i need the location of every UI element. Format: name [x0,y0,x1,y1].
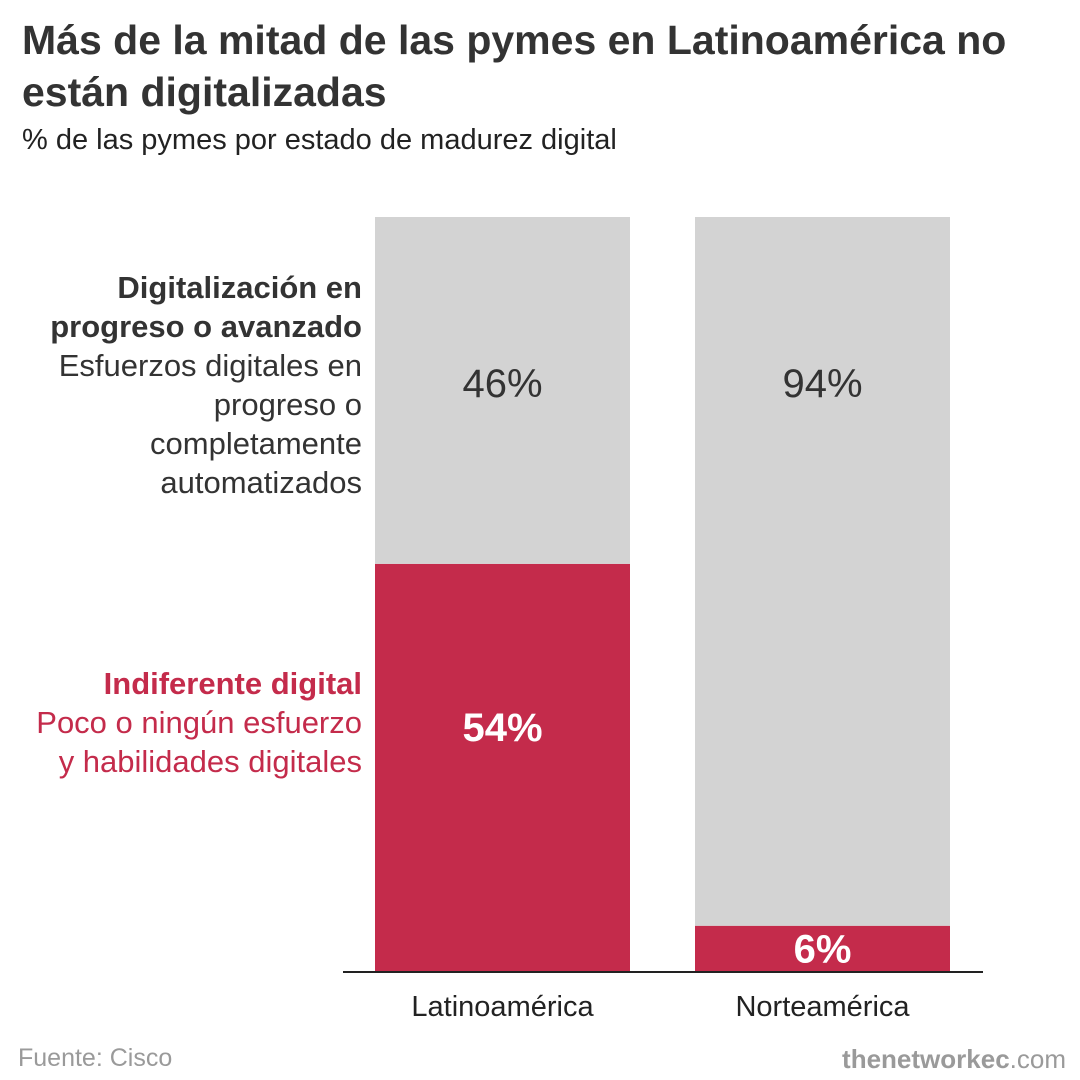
legend-advanced-title: Digitalización en progreso o avanzado [50,270,362,344]
bar-norteamerica-advanced [695,217,950,926]
legend-advanced: Digitalización en progreso o avanzado Es… [32,268,362,502]
bar-latinoamerica-indifferent [375,563,630,971]
legend-advanced-description: Esfuerzos digitales en progreso o comple… [58,348,362,500]
x-tick-label-latinoamerica: Latinoamérica [411,991,594,1023]
chart-subtitle: % de las pymes por estado de madurez dig… [22,124,617,156]
x-tick-label-norteamerica: Norteamérica [735,991,910,1023]
data-label-norteamerica-indifferent: 6% [794,927,852,971]
brand-name: thenetworkec [842,1044,1010,1074]
bar-latinoamerica-advanced [375,217,630,564]
legend-indifferent: Indiferente digital Poco o ningún esfuer… [22,664,362,781]
legend-indifferent-title: Indiferente digital [103,666,362,701]
brand-watermark: thenetworkec.com [842,1044,1066,1075]
data-label-norteamerica-advanced: 94% [782,362,862,406]
source-note: Fuente: Cisco [18,1044,173,1072]
bar-norteamerica-indifferent [695,925,950,971]
legend-indifferent-description: Poco o ningún esfuerzo y habilidades dig… [36,705,362,779]
data-label-latinoamerica-indifferent: 54% [462,706,542,750]
chart-title: Más de la mitad de las pymes en Latinoam… [22,17,1007,115]
data-label-latinoamerica-advanced: 46% [462,362,542,406]
brand-domain: .com [1009,1044,1066,1074]
